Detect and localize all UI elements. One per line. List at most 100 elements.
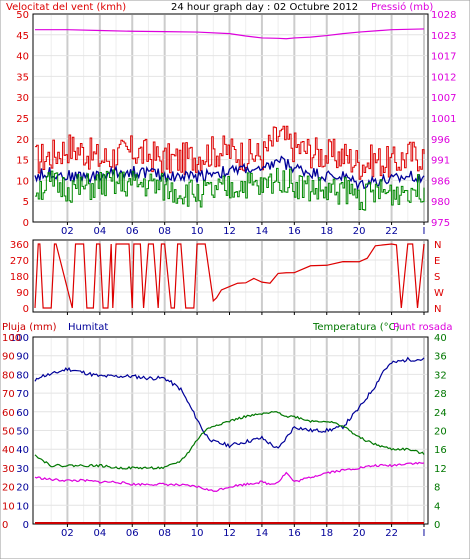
compass-label: S [434, 272, 440, 283]
x-tick-label: 16 [288, 528, 301, 539]
y-left-tick-label-humidity: 0 [23, 520, 29, 531]
y-left-tick-label: 45 [16, 31, 29, 42]
temperature-axis-title: Temperatura (°C) [312, 322, 400, 333]
y-left-tick-label: 25 [16, 114, 29, 125]
compass-label: N [434, 240, 441, 251]
y-left-tick-label: 10 [16, 176, 29, 187]
x-tick-label: 14 [256, 226, 269, 237]
y-left-tick-label-rain: 100 [2, 333, 21, 344]
y-right-tick-label: 36 [434, 352, 447, 363]
y-left-tick-label: 40 [16, 52, 29, 63]
temp-humidity-series [34, 356, 425, 524]
y-left-tick-label-rain: 0 [2, 520, 8, 531]
temperature-line [34, 410, 425, 470]
y-left-tick-label-humidity: 70 [16, 389, 29, 400]
wind-direction-line [34, 243, 425, 309]
x-tick-label: 06 [126, 226, 139, 237]
y-left-tick-label-rain: 20 [2, 483, 15, 494]
y-right-tick-label: 24 [434, 408, 447, 419]
y-right-tick-label: 12 [434, 464, 447, 475]
y-right-tick-label: 980 [431, 197, 450, 208]
x-tick-label: 18 [320, 226, 333, 237]
y-left-tick-label-rain: 30 [2, 464, 15, 475]
x-tick-label: 02 [61, 528, 74, 539]
x-tick-label: 20 [353, 528, 366, 539]
x-tick-label: 16 [288, 226, 301, 237]
y-right-tick-label: 4 [434, 501, 440, 512]
humidity-axis-title: Humitat [68, 322, 108, 333]
compass-label: W [434, 288, 444, 299]
pressure-axis-title: Pressió (mb) [371, 1, 433, 13]
x-tick-label: I [423, 226, 426, 237]
y-tick-label: 180 [10, 272, 29, 283]
y-right-tick-label: 975 [431, 218, 450, 229]
y-right-tick-label: 20 [434, 427, 447, 438]
temp-humidity-ticks: 0010102020303040405050606070708080909010… [2, 333, 447, 539]
wind-pressure-ticks: 0 5 10 15 20 25 30 35 40 45 50 975 980 986 991 996 1001 1… [16, 10, 456, 237]
y-left-tick-label-rain: 70 [2, 389, 15, 400]
wind-direction-ticks: 0 90 180 270 360 [10, 240, 425, 315]
y-left-tick-label: 5 [23, 197, 29, 208]
x-tick-label: 12 [223, 528, 236, 539]
y-tick-label: 0 [23, 304, 29, 315]
x-tick-label: 06 [126, 528, 139, 539]
pressure-line [35, 28, 425, 40]
y-left-tick-label: 20 [16, 135, 29, 146]
y-left-tick-label-rain: 80 [2, 370, 15, 381]
temp-humidity-gridlines [34, 338, 427, 523]
x-tick-label: 22 [385, 528, 398, 539]
y-left-tick-label-rain: 90 [2, 352, 15, 363]
y-left-tick-label-rain: 60 [2, 408, 15, 419]
y-right-tick-label: 32 [434, 370, 447, 381]
compass-label: E [434, 256, 440, 267]
wind-pressure-series [34, 28, 425, 211]
wind-direction-gridlines [34, 241, 427, 311]
y-left-tick-label: 15 [16, 156, 29, 167]
y-left-tick-label-humidity: 100 [10, 333, 29, 344]
wind-direction-series [34, 243, 425, 309]
x-tick-label: I [423, 528, 426, 539]
y-left-tick-label-humidity: 40 [16, 445, 29, 456]
x-tick-label: 10 [191, 226, 204, 237]
y-right-tick-label: 986 [431, 176, 450, 187]
y-left-tick-label: 0 [23, 218, 29, 229]
y-left-tick-label-humidity: 80 [16, 370, 29, 381]
y-right-tick-label: 0 [434, 520, 440, 531]
compass-label: N [434, 304, 441, 315]
y-left-tick-label-rain: 50 [2, 427, 15, 438]
y-right-tick-label: 996 [431, 135, 450, 146]
y-right-tick-label: 1023 [431, 31, 456, 42]
x-tick-label: 18 [320, 528, 333, 539]
wind-gust-line [35, 125, 425, 180]
y-right-tick-label: 1012 [431, 72, 456, 83]
y-left-tick-label-rain: 10 [2, 501, 15, 512]
y-left-tick-label: 30 [16, 93, 29, 104]
y-left-tick-label-rain: 40 [2, 445, 15, 456]
y-left-tick-label: 35 [16, 72, 29, 83]
y-right-tick-label: 8 [434, 483, 440, 494]
chart-title: 24 hour graph day : 02 Octubre 2012 [171, 2, 358, 13]
x-tick-label: 20 [353, 226, 366, 237]
x-tick-label: 04 [93, 528, 106, 539]
y-right-tick-label: 1001 [431, 114, 456, 125]
y-tick-label: 270 [10, 256, 29, 267]
x-tick-label: 22 [385, 226, 398, 237]
dewpoint-line [34, 461, 425, 493]
y-tick-label: 360 [10, 240, 29, 251]
y-right-tick-label: 1017 [431, 52, 456, 63]
x-tick-label: 02 [61, 226, 74, 237]
humidity-line [34, 356, 425, 449]
y-left-tick-label-humidity: 90 [16, 352, 29, 363]
y-left-tick-label-humidity: 30 [16, 464, 29, 475]
y-tick-label: 90 [16, 288, 29, 299]
x-tick-label: 14 [256, 528, 269, 539]
y-left-tick-label: 50 [16, 10, 29, 21]
x-tick-label: 12 [223, 226, 236, 237]
x-tick-label: 08 [158, 226, 171, 237]
y-left-tick-label-humidity: 20 [16, 483, 29, 494]
y-left-tick-label-humidity: 10 [16, 501, 29, 512]
wind-axis-title: Velocitat del vent (kmh) [6, 2, 126, 13]
